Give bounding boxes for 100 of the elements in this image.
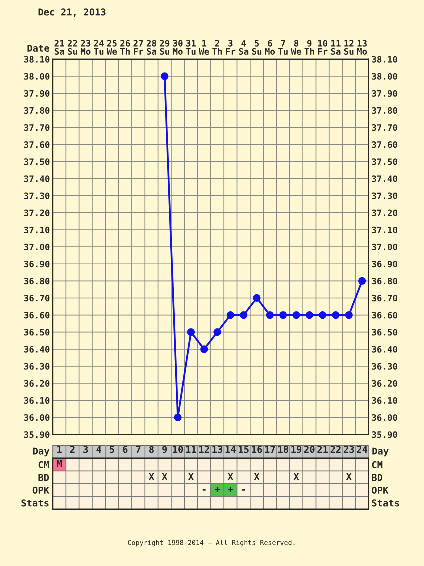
x-tick-label: 12 (200, 446, 210, 454)
text: + (214, 487, 220, 492)
y-tick-label: 37.70 (24, 124, 50, 132)
x-axis-title: Day (33, 448, 50, 457)
point (306, 311, 314, 320)
y-tick-label: 36.50 (24, 329, 50, 336)
text: + (228, 487, 234, 492)
x-tick-label: 5 Su (252, 40, 262, 55)
x-tick-label: 10 Fr (318, 40, 328, 55)
text: X (346, 473, 352, 480)
point (226, 311, 234, 320)
point (332, 311, 340, 320)
x-tick-label: 3 Fr (226, 40, 236, 55)
point (318, 311, 327, 320)
y-tick-label: 38.00 (24, 73, 50, 80)
x-tick-label: 5 (110, 446, 114, 454)
x-axis-title: Date (28, 44, 50, 52)
x-tick-label: 4 (96, 446, 102, 454)
point (174, 414, 182, 422)
text: - (242, 490, 246, 491)
point (161, 72, 169, 80)
x-tick-label: 22 Su (68, 40, 78, 55)
y-tick-label: 37.60 (24, 142, 50, 148)
text: X (294, 473, 300, 480)
y-tick-label: 37.20 (24, 210, 50, 216)
x-tick-label: 1 (58, 446, 62, 454)
text: Day (372, 448, 389, 457)
text: X (228, 473, 234, 480)
y-tick-label: BD (372, 474, 383, 482)
y-tick-label: 36.80 (24, 278, 50, 285)
x-tick-label: 25 We (106, 40, 118, 55)
y-tick-label: OPK (372, 486, 389, 494)
x-tick-label: 27 Fr (134, 40, 144, 55)
y-tick-label: 37.50 (24, 158, 50, 166)
point (292, 311, 300, 320)
y-tick-label: 36.90 (24, 260, 50, 268)
point (200, 346, 208, 354)
x-tick-label: 9 Th (304, 40, 314, 55)
x-tick-label: 17 (265, 446, 276, 454)
text: - (202, 490, 206, 491)
y-tick-label: 37.80 (24, 107, 50, 114)
x-tick-label: 11 Sa (331, 40, 341, 55)
x-tick-label: 22 (330, 446, 341, 454)
x-tick-label: 3 (84, 446, 88, 454)
text: X (254, 473, 260, 480)
y-tick-label: 37.90 (24, 90, 50, 98)
y-tick-label: 36.00 (24, 414, 50, 422)
y-tick-label: CM (372, 461, 383, 469)
x-tick-label: 10 (173, 446, 184, 454)
x-tick-label: 29 Su (160, 40, 170, 55)
x-tick-label: 11 (186, 446, 196, 454)
x-tick-label: 18 (278, 446, 288, 454)
y-tick-label: 36.10 (24, 397, 50, 404)
x-tick-label: 4 Sa (239, 40, 249, 55)
x-tick-label: 31 Tu (186, 40, 196, 55)
x-tick-label: 30 Mo (173, 40, 183, 55)
point (358, 277, 366, 285)
text: X (148, 473, 154, 480)
text: X (188, 473, 194, 480)
x-tick-label: 23 (344, 446, 354, 454)
x-tick-label: 1 We (199, 40, 210, 55)
y-tick-label: 36.30 (24, 363, 50, 370)
y-tick-label: Stats (372, 500, 400, 507)
point (280, 311, 288, 320)
y-tick-label: 36.40 (24, 346, 50, 353)
x-tick-label: 23 Mo (81, 40, 91, 55)
point (187, 328, 196, 336)
x-tick-label: 21 (318, 446, 328, 454)
x-tick-label: 13 (212, 446, 223, 454)
y-tick-label: 37.30 (24, 192, 50, 200)
y-tick-label: 36.70 (24, 295, 50, 302)
x-tick-label: 28 Sa (146, 40, 156, 55)
point (253, 294, 261, 302)
x-tick-label: 2 Th (212, 40, 222, 55)
x-tick-label: 2 (70, 446, 75, 454)
x-tick-label: 24 (357, 446, 368, 454)
point (266, 311, 274, 320)
x-tick-label: 14 (226, 446, 236, 454)
point (240, 311, 248, 320)
x-tick-label: 8 We (291, 40, 302, 55)
x-tick-label: 9 (162, 446, 168, 454)
x-tick-label: 19 (292, 446, 302, 454)
y-tick-label: 38.10 (24, 56, 50, 63)
x-tick-label: 7 (136, 446, 141, 454)
y-tick-label: 36.60 (24, 312, 50, 319)
x-tick-label: 16 (252, 446, 262, 454)
x-tick-label: 21 Sa (54, 40, 64, 55)
x-tick-label: 8 (149, 446, 154, 454)
x-tick-label: 6 Mo (265, 40, 276, 55)
x-tick-label: 15 (239, 446, 249, 454)
x-tick-label: 6 (123, 446, 128, 454)
y-tick-label: 36.20 (24, 380, 50, 387)
y-tick-label: 37.00 (24, 244, 50, 251)
x-tick-label: 12 Su (344, 40, 354, 55)
point (345, 311, 353, 320)
text: M (57, 460, 62, 468)
x-tick-label: 13 Mo (357, 40, 368, 55)
chart-title: Dec 21, 2013 (38, 8, 106, 17)
y-tick-label: 37.40 (24, 176, 50, 182)
point (214, 328, 222, 336)
